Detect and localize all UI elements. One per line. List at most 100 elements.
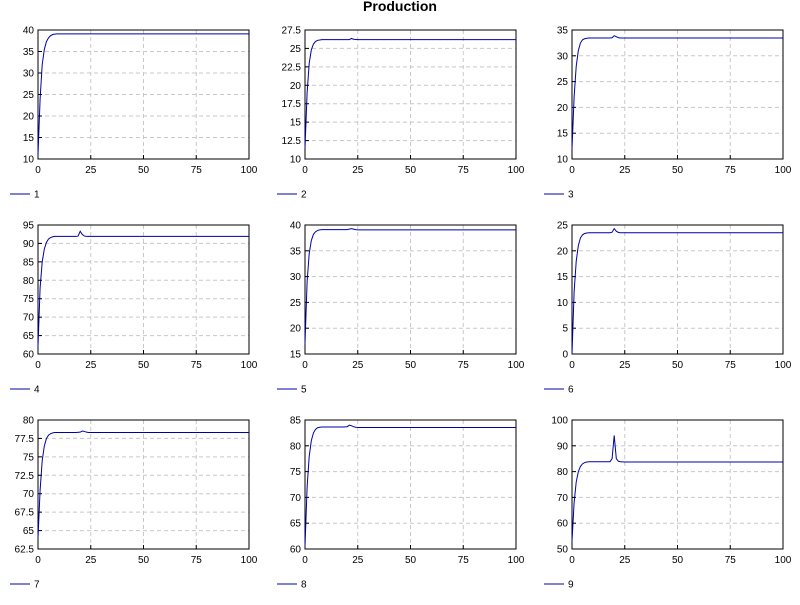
y-tick-label: 65 bbox=[23, 331, 35, 342]
y-tick-label: 25 bbox=[290, 298, 302, 309]
chart-9: 0 25 50 75 100 50 60 70 80 90 100 9 bbox=[544, 416, 792, 591]
x-tick-label: 100 bbox=[241, 360, 258, 371]
y-tick-label: 50 bbox=[557, 545, 569, 556]
legend-label: 9 bbox=[568, 580, 574, 591]
series-line bbox=[37, 430, 249, 538]
y-tick-label: 12.5 bbox=[282, 136, 302, 147]
chart-6: 0 25 50 75 100 0 5 10 15 20 25 6 bbox=[544, 221, 792, 396]
y-tick-label: 40 bbox=[23, 26, 35, 37]
x-tick-label: 75 bbox=[458, 360, 470, 371]
y-tick-label: 80 bbox=[23, 416, 35, 427]
legend-label: 2 bbox=[301, 190, 307, 201]
y-tick-label: 60 bbox=[290, 545, 302, 556]
y-tick-label: 80 bbox=[290, 441, 302, 452]
y-tick-label: 15 bbox=[290, 118, 302, 129]
x-tick-label: 0 bbox=[302, 360, 308, 371]
legend-label: 5 bbox=[301, 385, 307, 396]
legend-label: 7 bbox=[34, 580, 40, 591]
y-tick-label: 100 bbox=[551, 416, 568, 427]
y-tick-label: 10 bbox=[557, 298, 569, 309]
x-tick-label: 50 bbox=[138, 360, 150, 371]
y-tick-label: 10 bbox=[290, 155, 302, 166]
chart-5: 0 25 50 75 100 15 20 25 30 35 40 5 bbox=[277, 221, 525, 396]
x-tick-label: 100 bbox=[775, 555, 792, 566]
y-tick-label: 70 bbox=[23, 489, 35, 500]
y-tick-label: 70 bbox=[23, 313, 35, 324]
y-tick-label: 25 bbox=[557, 221, 569, 232]
legend-label: 6 bbox=[568, 385, 574, 396]
chart-4: 0 25 50 75 100 60 65 70 75 80 85 90 95 4 bbox=[10, 221, 258, 396]
x-tick-label: 75 bbox=[725, 555, 737, 566]
x-tick-label: 75 bbox=[458, 165, 470, 176]
y-tick-label: 17.5 bbox=[282, 99, 302, 110]
x-tick-label: 75 bbox=[458, 555, 470, 566]
x-tick-label: 25 bbox=[619, 165, 631, 176]
x-tick-label: 50 bbox=[405, 555, 417, 566]
y-tick-label: 60 bbox=[557, 519, 569, 530]
y-tick-label: 10 bbox=[557, 155, 569, 166]
y-tick-label: 30 bbox=[290, 272, 302, 283]
y-tick-label: 20 bbox=[290, 81, 302, 92]
y-tick-label: 5 bbox=[562, 324, 568, 335]
chart-7: 0 25 50 75 100 62.5 65 67.5 70 72.5 75 77.5 80 7 bbox=[10, 416, 258, 591]
y-tick-label: 15 bbox=[557, 129, 569, 140]
legend-label: 3 bbox=[568, 190, 574, 201]
chart-3: 0 25 50 75 100 10 15 20 25 30 35 3 bbox=[544, 26, 792, 201]
x-tick-label: 100 bbox=[775, 360, 792, 371]
x-tick-label: 100 bbox=[775, 165, 792, 176]
y-tick-label: 75 bbox=[290, 467, 302, 478]
y-tick-label: 20 bbox=[557, 103, 569, 114]
y-tick-label: 90 bbox=[23, 239, 35, 250]
x-tick-label: 75 bbox=[191, 360, 203, 371]
x-tick-label: 25 bbox=[85, 555, 97, 566]
y-tick-label: 30 bbox=[557, 51, 569, 62]
y-tick-label: 15 bbox=[23, 133, 35, 144]
x-tick-label: 75 bbox=[725, 360, 737, 371]
y-tick-label: 0 bbox=[562, 350, 568, 361]
y-tick-label: 20 bbox=[557, 246, 569, 257]
y-tick-label: 35 bbox=[290, 246, 302, 257]
figure-title: Production bbox=[363, 0, 437, 14]
y-tick-label: 22.5 bbox=[282, 62, 302, 73]
series-line bbox=[304, 424, 516, 547]
x-tick-label: 50 bbox=[138, 165, 150, 176]
x-tick-label: 0 bbox=[35, 165, 41, 176]
y-tick-label: 67.5 bbox=[15, 508, 35, 519]
x-tick-label: 0 bbox=[35, 555, 41, 566]
y-tick-label: 85 bbox=[23, 257, 35, 268]
chart-8: 0 25 50 75 100 60 65 70 75 80 85 8 bbox=[277, 416, 525, 591]
y-tick-label: 65 bbox=[290, 519, 302, 530]
y-tick-label: 35 bbox=[23, 47, 35, 58]
series-line bbox=[37, 230, 249, 347]
y-tick-label: 85 bbox=[290, 416, 302, 427]
x-tick-label: 25 bbox=[85, 360, 97, 371]
x-tick-label: 100 bbox=[508, 555, 525, 566]
legend-label: 4 bbox=[34, 385, 40, 396]
y-tick-label: 72.5 bbox=[15, 471, 35, 482]
y-tick-label: 62.5 bbox=[15, 545, 35, 556]
x-tick-label: 25 bbox=[85, 165, 97, 176]
x-tick-label: 50 bbox=[672, 165, 684, 176]
y-tick-label: 40 bbox=[290, 221, 302, 232]
y-tick-label: 15 bbox=[290, 350, 302, 361]
x-tick-label: 100 bbox=[241, 165, 258, 176]
x-tick-label: 0 bbox=[569, 165, 575, 176]
chart-1: 0 25 50 75 100 10 15 20 25 30 35 40 1 bbox=[10, 26, 258, 201]
y-tick-label: 95 bbox=[23, 221, 35, 232]
series-line bbox=[304, 228, 516, 344]
y-tick-label: 25 bbox=[290, 44, 302, 55]
y-tick-label: 30 bbox=[23, 69, 35, 80]
x-tick-label: 25 bbox=[619, 360, 631, 371]
y-tick-label: 70 bbox=[557, 493, 569, 504]
y-tick-label: 70 bbox=[290, 493, 302, 504]
y-tick-label: 65 bbox=[23, 526, 35, 537]
series-line bbox=[571, 227, 783, 355]
y-tick-label: 77.5 bbox=[15, 434, 35, 445]
chart-2: 0 25 50 75 100 10 12.5 15 17.5 20 22.5 25 27.5 2 bbox=[277, 26, 525, 201]
series-line bbox=[571, 35, 783, 149]
x-tick-label: 0 bbox=[302, 555, 308, 566]
x-tick-label: 25 bbox=[352, 555, 364, 566]
y-tick-label: 27.5 bbox=[282, 26, 302, 37]
y-tick-label: 20 bbox=[23, 112, 35, 123]
